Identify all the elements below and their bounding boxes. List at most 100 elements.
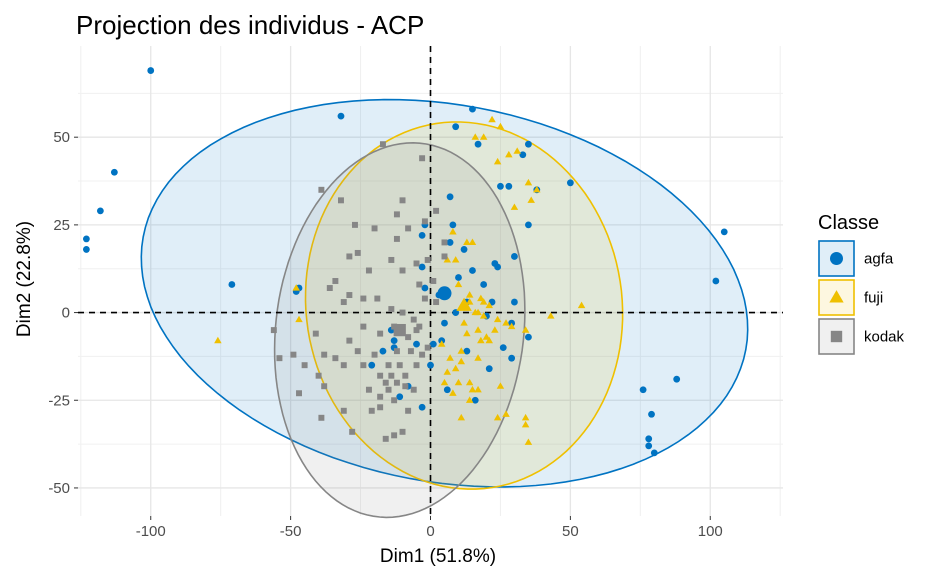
- point-kodak: [410, 316, 417, 323]
- legend-label-fuji: fuji: [864, 290, 883, 307]
- point-kodak: [371, 351, 378, 358]
- point-fuji: [474, 385, 482, 393]
- point-kodak: [402, 372, 409, 379]
- y-tick-label: 0: [62, 305, 70, 322]
- point-fuji: [521, 420, 530, 428]
- point-kodak: [393, 235, 400, 242]
- point-fuji: [457, 347, 466, 354]
- point-agfa: [429, 340, 437, 348]
- point-kodak: [399, 428, 406, 435]
- point-agfa: [720, 228, 728, 236]
- point-agfa: [480, 281, 488, 288]
- point-agfa: [147, 67, 155, 74]
- point-fuji: [449, 228, 457, 235]
- point-fuji: [507, 322, 516, 330]
- point-kodak: [433, 207, 440, 214]
- point-agfa: [418, 232, 426, 239]
- legend-label-agfa: agfa: [864, 251, 894, 268]
- point-agfa: [446, 193, 454, 201]
- point-agfa: [446, 239, 454, 246]
- point-kodak: [365, 267, 372, 274]
- point-fuji: [471, 133, 480, 140]
- point-kodak: [321, 383, 328, 390]
- centroids: [393, 286, 472, 337]
- point-agfa: [418, 263, 426, 271]
- point-agfa: [368, 361, 376, 369]
- point-kodak: [354, 348, 361, 355]
- point-fuji: [457, 413, 466, 421]
- point-kodak: [413, 327, 420, 334]
- point-kodak: [312, 330, 319, 337]
- point-kodak: [326, 285, 333, 291]
- legend-label-kodak: kodak: [864, 329, 905, 346]
- point-agfa: [413, 340, 420, 348]
- point-kodak: [290, 351, 297, 358]
- point-agfa: [82, 235, 90, 243]
- point-fuji: [493, 413, 502, 421]
- point-agfa: [673, 375, 681, 383]
- point-fuji: [524, 178, 533, 186]
- point-kodak: [402, 383, 409, 390]
- point-agfa: [379, 347, 387, 355]
- point-fuji: [446, 354, 454, 361]
- point-agfa: [463, 347, 471, 355]
- point-kodak: [399, 267, 406, 274]
- legend-marker-kodak: [830, 330, 843, 343]
- point-agfa: [497, 182, 504, 190]
- point-fuji: [488, 115, 496, 123]
- point-fuji: [491, 326, 499, 333]
- point-kodak: [391, 397, 398, 404]
- point-agfa: [452, 123, 460, 131]
- point-kodak: [441, 253, 448, 260]
- x-tick-label: -50: [280, 523, 302, 540]
- point-fuji: [440, 378, 449, 386]
- point-fuji: [502, 319, 510, 326]
- point-kodak: [349, 428, 356, 435]
- point-kodak: [416, 281, 423, 288]
- point-fuji: [510, 203, 519, 210]
- point-fuji: [457, 357, 466, 365]
- point-fuji: [496, 122, 505, 130]
- point-kodak: [382, 435, 389, 442]
- point-fuji: [577, 301, 586, 309]
- point-kodak: [393, 348, 400, 355]
- point-agfa: [525, 140, 532, 148]
- point-fuji: [449, 389, 457, 396]
- point-kodak: [368, 407, 375, 414]
- point-fuji: [474, 326, 482, 333]
- point-agfa: [455, 274, 462, 281]
- point-kodak: [340, 407, 347, 414]
- point-fuji: [214, 336, 222, 344]
- point-kodak: [416, 323, 423, 330]
- point-fuji: [485, 336, 493, 344]
- axis-ticks: -100 -50 0 50 100 -50 -25 0 25 50: [48, 129, 722, 540]
- y-axis-title: Dim2 (22.8%): [14, 221, 35, 337]
- point-kodak: [270, 327, 277, 334]
- point-kodak: [379, 141, 386, 148]
- point-fuji: [477, 336, 485, 344]
- point-agfa: [566, 179, 574, 187]
- point-agfa: [505, 182, 513, 190]
- point-kodak: [391, 432, 398, 439]
- point-agfa: [443, 386, 451, 394]
- point-fuji: [477, 294, 485, 302]
- point-kodak: [340, 362, 347, 369]
- point-agfa: [645, 442, 653, 450]
- point-kodak: [388, 372, 395, 379]
- point-fuji: [437, 340, 446, 347]
- point-kodak: [318, 414, 325, 421]
- point-fuji: [533, 185, 541, 193]
- point-kodak: [346, 253, 353, 260]
- point-agfa: [471, 396, 479, 404]
- point-kodak: [360, 362, 367, 369]
- point-agfa: [474, 140, 482, 148]
- point-fuji: [465, 298, 474, 305]
- point-agfa: [228, 281, 236, 288]
- point-kodak: [424, 344, 431, 351]
- point-kodak: [382, 379, 389, 386]
- point-fuji: [493, 157, 502, 165]
- point-agfa: [96, 207, 104, 215]
- point-kodak: [388, 306, 395, 313]
- point-agfa: [519, 151, 527, 159]
- point-fuji: [524, 438, 533, 445]
